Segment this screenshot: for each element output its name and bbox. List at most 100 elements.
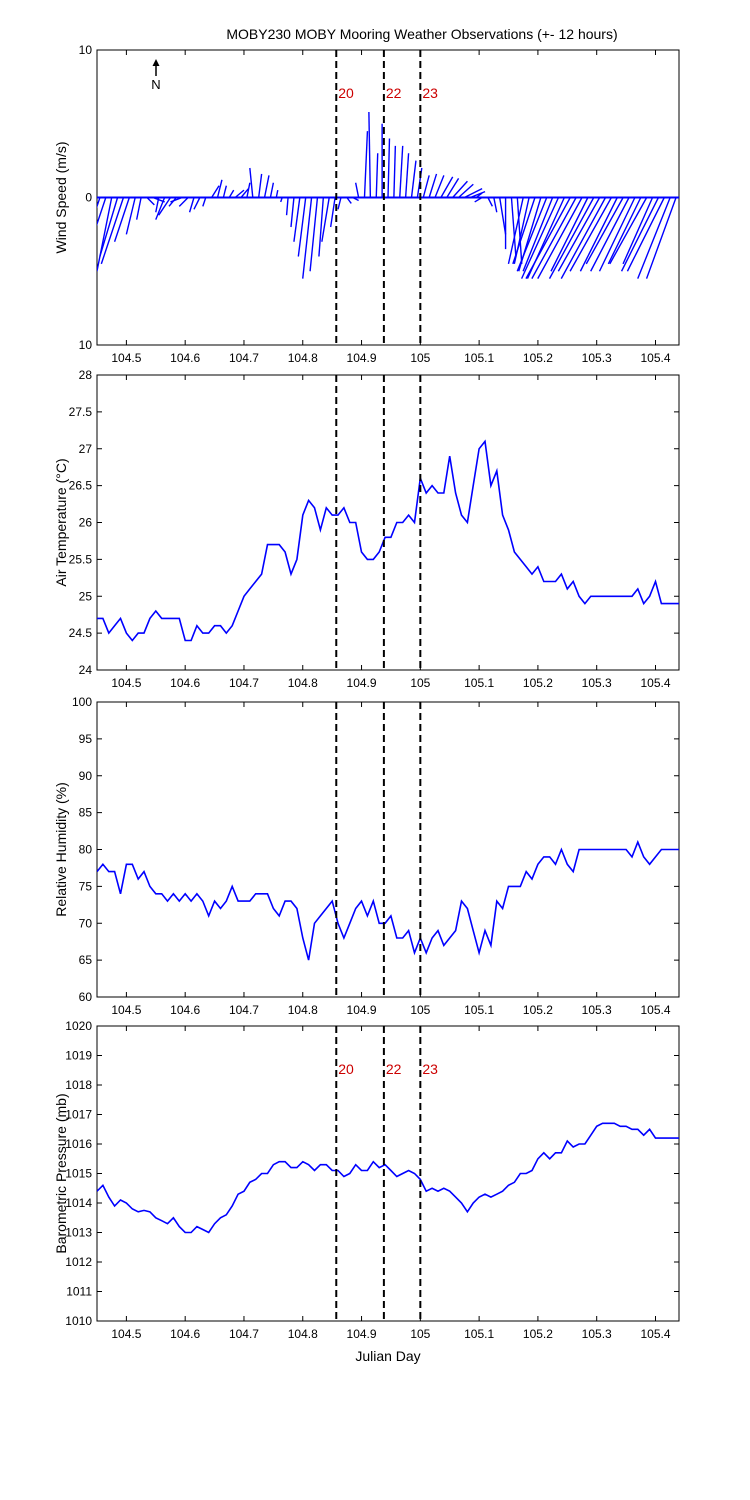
wind-vector: [113, 197, 130, 242]
wind-vector: [393, 145, 397, 198]
wind-vector: [97, 197, 101, 209]
wind-vector: [211, 185, 220, 198]
x-tick-label: 105.1: [464, 1003, 494, 1017]
y-axis-label: Wind Speed (m/s): [53, 141, 69, 253]
event-marker-label: 20: [338, 1061, 354, 1077]
plot-area: [97, 439, 679, 642]
wind-vector: [293, 197, 301, 242]
wind-vector: [168, 197, 177, 207]
wind-vector: [499, 197, 507, 235]
wind-vector: [507, 197, 524, 265]
wind-vector: [249, 167, 254, 198]
y-tick-label: 75: [79, 879, 93, 893]
y-tick-label: 1018: [65, 1078, 92, 1092]
wind-vector: [487, 197, 493, 207]
y-tick-label: 1010: [65, 1314, 92, 1328]
wind-vector: [387, 138, 391, 198]
x-tick-label: 104.5: [111, 1003, 141, 1017]
event-marker-label: 20: [338, 85, 354, 101]
wind-vector: [234, 189, 245, 199]
x-tick-label: 105.1: [464, 351, 494, 365]
x-tick-label: 104.6: [170, 1003, 200, 1017]
event-marker-label: 22: [386, 1061, 402, 1077]
wind-vector: [410, 160, 417, 198]
x-tick-label: 105: [410, 676, 430, 690]
wind-vector: [440, 176, 454, 198]
x-tick-label: 105: [410, 1003, 430, 1017]
wind-vector: [97, 197, 107, 227]
y-tick-label: 25.5: [69, 552, 93, 566]
wind-vector: [474, 196, 483, 203]
wind-vector: [263, 175, 270, 198]
wind-vector: [216, 179, 223, 198]
series-line: [97, 1122, 679, 1234]
y-tick-label: 1014: [65, 1196, 92, 1210]
y-tick-label: 1012: [65, 1255, 92, 1269]
chart-panel-3: 60 65 70 75 80 85 90 95 100 104.5 104.6 104.7 104.8 1…: [53, 695, 680, 1017]
y-tick-label: 26: [79, 516, 93, 530]
wind-vector: [188, 197, 195, 213]
y-tick-label: 27: [79, 442, 93, 456]
wind-vector: [368, 111, 372, 198]
x-tick-label: 104.7: [229, 1003, 259, 1017]
wind-vector: [475, 192, 483, 199]
wind-vector: [269, 182, 275, 198]
x-tick-label: 105.2: [523, 1327, 553, 1341]
wind-vector: [446, 177, 460, 198]
y-tick-label: 80: [79, 843, 93, 857]
x-tick-label: 104.9: [347, 1003, 377, 1017]
wind-vector: [548, 197, 595, 279]
x-tick-label: 104.7: [229, 676, 259, 690]
wind-vector: [228, 189, 235, 198]
y-tick-label: 10: [79, 338, 93, 352]
chart-panel-4: 1010 1011 1012 1013 1014 1015 1016 1017 1018 1019…: [53, 1019, 680, 1364]
wind-vector: [246, 182, 251, 198]
y-tick-label: 70: [79, 916, 93, 930]
wind-vector: [318, 197, 325, 257]
wind-vector: [569, 197, 613, 272]
wind-vector: [522, 197, 554, 272]
y-tick-label: 1016: [65, 1137, 92, 1151]
x-tick-label: 104.8: [288, 351, 318, 365]
wind-vector: [329, 197, 336, 228]
plot-area: [97, 839, 679, 961]
y-tick-label: 26.5: [69, 479, 93, 493]
wind-vector: [598, 197, 636, 272]
y-tick-label: 27.5: [69, 405, 93, 419]
chart-panel-2: 24 24.5 25 25.5 26 26.5 27 27.5 28 104.5 104.6 104.…: [53, 368, 680, 690]
wind-vector: [464, 188, 483, 199]
y-tick-label: 90: [79, 769, 93, 783]
x-tick-label: 104.7: [229, 1327, 259, 1341]
y-tick-label: 1011: [66, 1285, 92, 1299]
x-tick-label: 105.2: [523, 1003, 553, 1017]
x-tick-label: 104.8: [288, 1003, 318, 1017]
y-tick-label: 60: [79, 990, 93, 1004]
y-axis-label: Relative Humidity (%): [53, 782, 69, 917]
wind-vector: [452, 180, 468, 198]
x-tick-label: 104.6: [170, 1327, 200, 1341]
wind-vector: [525, 197, 571, 279]
wind-vector: [202, 197, 207, 207]
wind-vector: [178, 197, 189, 207]
wind-vector: [422, 175, 430, 198]
x-tick-label: 104.9: [347, 676, 377, 690]
wind-vector: [155, 197, 160, 213]
wind-vector: [222, 185, 228, 198]
x-tick-label: 105: [410, 1327, 430, 1341]
wind-vector: [363, 131, 369, 198]
x-tick-label: 105.4: [640, 351, 670, 365]
wind-vector: [285, 197, 289, 216]
wind-vector: [100, 197, 125, 265]
wind-vector: [493, 197, 498, 213]
chart-panel-1: 10 0 10 104.5 104.6 104.7 104.8 104.9 105 105.1 10…: [53, 43, 680, 365]
wind-vector: [354, 182, 360, 198]
wind-vector: [158, 197, 172, 216]
x-tick-label: 105.3: [582, 1327, 612, 1341]
wind-vector: [470, 190, 486, 199]
wind-vector: [257, 173, 263, 198]
wind-vector: [97, 197, 113, 272]
y-tick-label: 1015: [65, 1167, 92, 1181]
x-tick-label: 105.3: [582, 351, 612, 365]
wind-vector: [302, 197, 313, 279]
